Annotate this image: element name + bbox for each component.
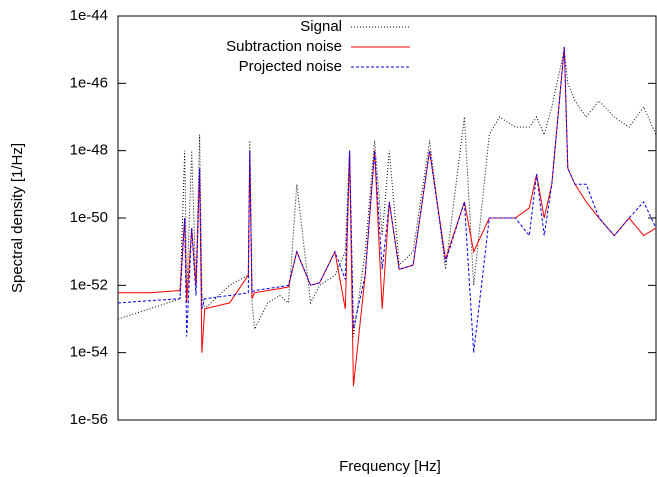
y-axis-label: Spectral density [1/Hz] <box>9 143 26 293</box>
plot-frame <box>117 15 657 421</box>
y-tick-label: 1e-46 <box>70 74 108 91</box>
y-tick-label: 1e-50 <box>70 209 108 226</box>
legend-label: Signal <box>300 18 342 35</box>
legend-label: Projected noise <box>239 58 342 75</box>
y-tick-label: 1e-56 <box>70 411 108 428</box>
legend-label: Subtraction noise <box>226 38 342 55</box>
y-tick-label: 1e-48 <box>70 142 108 159</box>
y-tick-label: 1e-54 <box>70 344 108 361</box>
y-tick-label: 1e-44 <box>70 7 108 24</box>
x-axis-label: Frequency [Hz] <box>339 458 441 475</box>
series-line <box>117 46 657 353</box>
y-tick-label: 1e-52 <box>70 276 108 293</box>
series-line <box>117 49 657 337</box>
